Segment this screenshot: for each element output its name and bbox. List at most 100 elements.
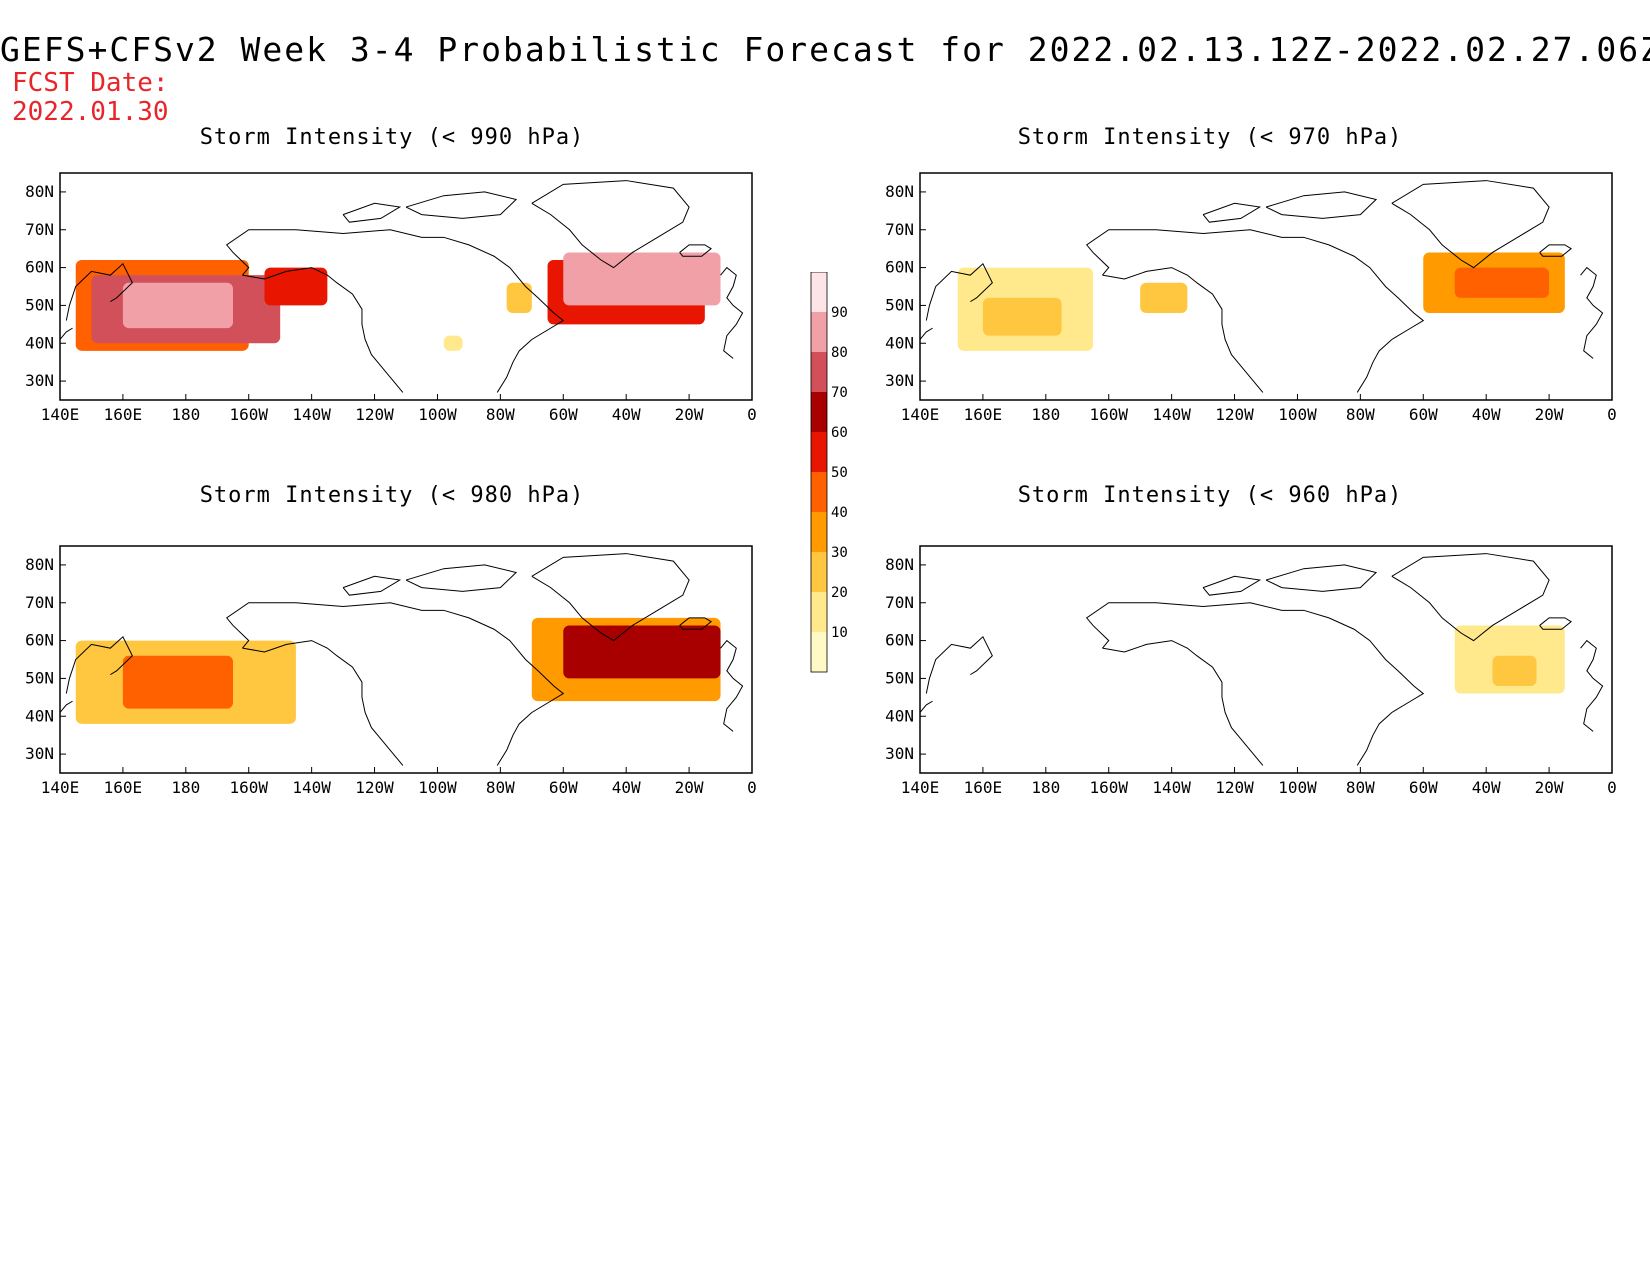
colorbar-label: 30 (831, 545, 848, 561)
colorbar-swatch (811, 272, 827, 312)
lat-tick-label: 70N (25, 220, 54, 239)
coastline (1102, 640, 1264, 766)
coastline (531, 553, 690, 642)
coastline (919, 327, 933, 340)
lon-tick-label: 80W (486, 778, 515, 797)
map-frame (919, 545, 1613, 774)
coastline (1085, 229, 1425, 393)
lon-tick-label: 120W (355, 778, 394, 797)
lon-tick-label: 60W (549, 778, 578, 797)
coastline (225, 602, 565, 766)
map-frame (59, 172, 753, 401)
colorbar-label: 90 (831, 305, 848, 321)
lon-tick-label: 120W (355, 405, 394, 424)
colorbar-swatch (811, 352, 827, 392)
lon-tick-label: 160W (229, 778, 268, 797)
lat-tick-label: 70N (885, 220, 914, 239)
lon-tick-label: 20W (1535, 778, 1564, 797)
probability-region (1454, 267, 1550, 298)
colorbar-swatch (811, 432, 827, 472)
coastline (679, 244, 712, 257)
probability-region (1492, 655, 1537, 686)
lat-tick-label: 60N (25, 631, 54, 650)
lat-tick-label: 80N (25, 555, 54, 574)
lon-tick-label: 20W (675, 405, 704, 424)
lon-tick-label: 0 (747, 778, 757, 797)
coastline (1539, 244, 1572, 257)
lat-tick-label: 50N (25, 295, 54, 314)
lon-tick-label: 160E (104, 405, 143, 424)
colorbar-swatch (811, 312, 827, 352)
lon-tick-label: 160W (1089, 778, 1128, 797)
lat-tick-label: 60N (885, 258, 914, 277)
colorbar-label: 80 (831, 345, 848, 361)
lon-tick-label: 140W (1152, 405, 1191, 424)
panel-title-990: Storm Intensity (< 990 hPa) (199, 125, 585, 150)
coastline (405, 191, 518, 219)
main-title: GEFS+CFSv2 Week 3-4 Probabilistic Foreca… (0, 30, 1650, 69)
lon-tick-label: 20W (675, 778, 704, 797)
panel-title-960: Storm Intensity (< 960 hPa) (1017, 483, 1403, 508)
lat-tick-label: 60N (25, 258, 54, 277)
coastline (1085, 602, 1425, 766)
coastline (1580, 639, 1604, 732)
coastline (925, 262, 993, 321)
lon-tick-label: 20W (1535, 405, 1564, 424)
map-svg: 140E 160E 180 160W 140W 120W 100W 80W 60W 40W 20W 0… (25, 172, 757, 424)
map-frame (919, 172, 1613, 401)
probability-region (982, 297, 1062, 336)
lat-tick-label: 80N (885, 182, 914, 201)
lon-tick-label: 160W (1089, 405, 1128, 424)
lon-tick-label: 80W (486, 405, 515, 424)
map-panel-980: 140E 160E 180 160W 140W 120W 100W 80W 60W 40W 20W 0… (25, 545, 808, 803)
colorbar-swatch (811, 632, 827, 672)
coastline (1265, 564, 1378, 592)
coastline (405, 564, 518, 592)
lon-tick-label: 180 (1031, 778, 1060, 797)
colorbar: 10 20 30 40 50 60 70 80 90 (805, 271, 865, 686)
coastline (242, 640, 404, 766)
lon-tick-label: 140E (41, 778, 80, 797)
coastline (65, 262, 133, 321)
map-svg: 140E 160E 180 160W 140W 120W 100W 80W 60W 40W 20W 0… (885, 545, 1617, 797)
panel-title-980: Storm Intensity (< 980 hPa) (199, 483, 585, 508)
coastline (342, 575, 402, 596)
coastline (1391, 553, 1550, 642)
lon-tick-label: 100W (1278, 778, 1317, 797)
colorbar-swatch (811, 552, 827, 592)
colorbar-label: 20 (831, 585, 848, 601)
colorbar-label: 10 (831, 625, 848, 641)
probability-region (264, 267, 328, 306)
lat-tick-label: 50N (25, 668, 54, 687)
colorbar-swatch (811, 592, 827, 632)
colorbar-label: 40 (831, 505, 848, 521)
lat-tick-label: 30N (25, 744, 54, 763)
lon-tick-label: 140W (292, 778, 331, 797)
lon-tick-label: 160E (964, 405, 1003, 424)
probability-region (443, 335, 463, 351)
lat-tick-label: 70N (25, 593, 54, 612)
coastline (242, 267, 404, 393)
coastline (342, 202, 402, 223)
lon-tick-label: 160E (104, 778, 143, 797)
lat-tick-label: 30N (25, 371, 54, 390)
map-panel-990: 140E 160E 180 160W 140W 120W 100W 80W 60W 40W 20W 0… (25, 172, 808, 430)
lat-tick-label: 40N (885, 333, 914, 352)
lon-tick-label: 100W (418, 778, 457, 797)
colorbar-label: 70 (831, 385, 848, 401)
fcst-date-value: 2022.01.30 (12, 97, 169, 127)
colorbar-swatch (811, 472, 827, 512)
coastline (225, 229, 565, 393)
lat-tick-label: 80N (25, 182, 54, 201)
map-panel-970: 140E 160E 180 160W 140W 120W 100W 80W 60W 40W 20W 0… (885, 172, 1650, 430)
coastline (59, 700, 73, 713)
lon-tick-label: 80W (1346, 405, 1375, 424)
lat-tick-label: 50N (885, 295, 914, 314)
lon-tick-label: 0 (1607, 778, 1617, 797)
map-panel-960: 140E 160E 180 160W 140W 120W 100W 80W 60W 40W 20W 0… (885, 545, 1650, 803)
map-svg: 140E 160E 180 160W 140W 120W 100W 80W 60W 40W 20W 0… (25, 545, 757, 797)
lon-tick-label: 140W (292, 405, 331, 424)
lat-tick-label: 50N (885, 668, 914, 687)
lon-tick-label: 40W (612, 405, 641, 424)
lat-tick-label: 30N (885, 371, 914, 390)
